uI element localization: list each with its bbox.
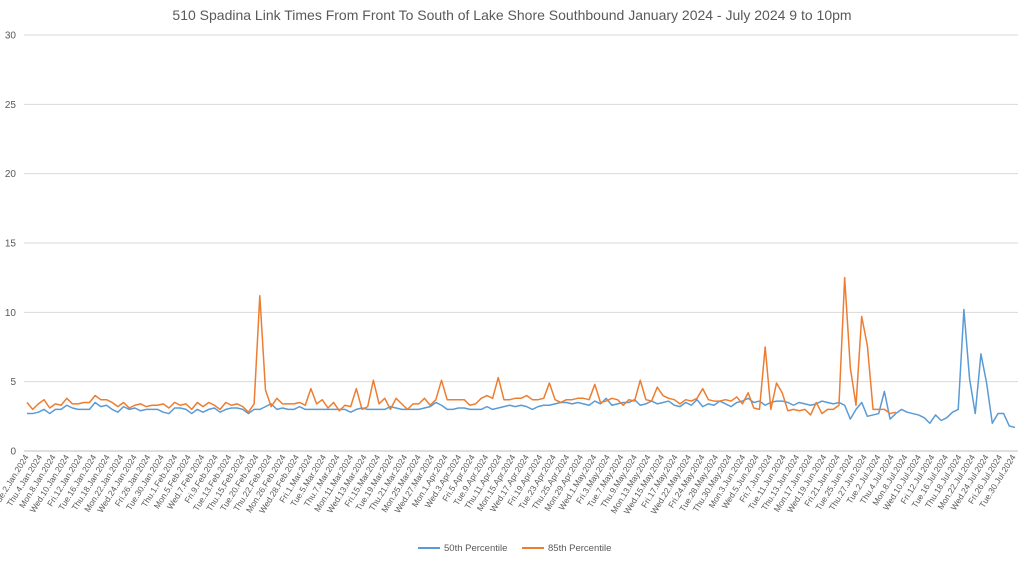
legend-label: 50th Percentile <box>444 543 507 554</box>
y-tick-label: 25 <box>5 100 17 111</box>
y-axis-tick-labels: 0 5 10 15 20 25 30 <box>5 31 17 458</box>
y-tick-label: 15 <box>5 239 17 250</box>
y-tick-label: 5 <box>10 377 16 388</box>
series-line-85th-percentile <box>26 276 896 416</box>
y-tick-label: 30 <box>5 31 17 42</box>
series-lines <box>26 276 1016 429</box>
x-axis-tick-labels: Tue.2.Jan.2024Thu.4.Jan.2024Mon.8.Jan.20… <box>0 453 1018 516</box>
legend-label: 85th Percentile <box>548 543 611 554</box>
chart-title: 510 Spadina Link Times From Front To Sou… <box>172 7 851 23</box>
gridlines <box>24 34 1018 452</box>
y-tick-label: 0 <box>10 447 16 458</box>
legend: 50th Percentile 85th Percentile <box>418 543 611 554</box>
y-tick-label: 20 <box>5 169 17 180</box>
y-tick-label: 10 <box>5 308 17 319</box>
series-line-50th-percentile <box>27 308 1016 429</box>
